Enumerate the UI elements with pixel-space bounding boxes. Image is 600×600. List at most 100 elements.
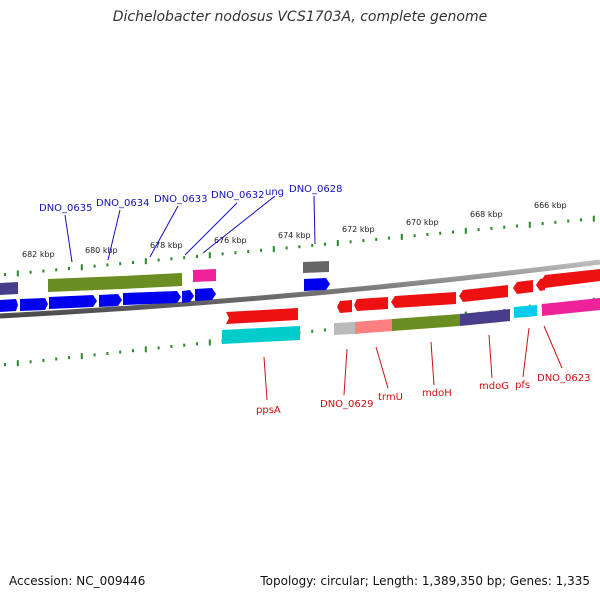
cds-reverse-8 [541, 269, 600, 288]
cds-forward-5 [123, 291, 181, 305]
cds-reverse-5 [459, 285, 508, 302]
outer-tick [452, 230, 454, 234]
connector-pfs [522, 327, 530, 378]
outer-tick [196, 254, 198, 258]
bottom-label-connectors [263, 325, 563, 401]
cds-reverse-2 [337, 300, 352, 313]
scale-label-672: 672 kbp [342, 225, 375, 234]
inner-tick [311, 329, 314, 333]
feature-olive-1 [48, 276, 122, 292]
outer-tick [260, 248, 262, 252]
top-label-connectors [64, 195, 316, 263]
outer-tick [464, 227, 467, 234]
inner-tick [170, 345, 173, 348]
scale-label-674: 674 kbp [278, 231, 311, 240]
genome-backbone [0, 259, 600, 319]
gene-label-trmu: trmU [378, 392, 403, 403]
feature-lightgray-1 [334, 322, 355, 335]
outer-tick [375, 237, 378, 241]
cds-forward-7 [195, 288, 216, 301]
inner-tick [29, 360, 32, 364]
gene-label-dno0629: DNO_0629 [320, 399, 374, 410]
cds-reverse-6 [513, 280, 533, 294]
scale-label-676: 676 kbp [214, 236, 247, 245]
map-title: Dichelobacter nodosus VCS1703A, complete… [112, 9, 488, 25]
outer-tick [4, 273, 6, 277]
inner-tick [16, 360, 19, 367]
connector-mdog [488, 334, 493, 379]
outer-tick [157, 258, 160, 262]
outer-tick [336, 240, 339, 246]
outer-tick [311, 243, 314, 247]
gene-label-mdoh: mdoH [422, 388, 452, 399]
outer-tick [221, 252, 224, 256]
outer-tick-ring [4, 215, 595, 277]
inner-tick [157, 346, 160, 350]
outer-tick [477, 228, 480, 232]
gene-label-pfs: pfs [515, 380, 530, 391]
connector-mdoh [430, 341, 435, 386]
cds-forward-2 [20, 298, 48, 311]
outer-tick [183, 256, 186, 260]
outer-tick [285, 246, 288, 250]
outer-tick [42, 269, 45, 273]
outer-tick [413, 234, 416, 238]
outer-tick [528, 221, 531, 228]
outer-tick [80, 264, 83, 271]
cds-forward-8 [304, 278, 330, 291]
bottom-gene-labels: ppsA DNO_0629 trmU mdoH mdoG pfs DNO_062… [256, 373, 591, 416]
feature-gray-1 [303, 261, 329, 273]
cds-reverse-4 [391, 292, 456, 308]
feature-pink-1 [193, 269, 216, 282]
gene-label-dno0635: DNO_0635 [39, 203, 93, 214]
feature-slate-left [0, 282, 18, 295]
connector-ppsa [263, 356, 268, 401]
inner-tick [42, 358, 45, 362]
connector-dno0628 [313, 195, 316, 245]
outer-tick [55, 268, 58, 272]
outer-tick [68, 267, 70, 270]
gene-label-ppsa: ppsA [256, 405, 281, 416]
inner-tick [208, 339, 211, 346]
connector-dno0634 [107, 209, 121, 261]
connector-dno0623 [543, 325, 563, 369]
feature-olive-3 [392, 314, 460, 331]
scale-label-666: 666 kbp [534, 201, 567, 210]
topology-text: Topology: circular; Length: 1,389,350 bp… [260, 574, 590, 588]
connector-ung [202, 195, 276, 254]
inner-tick [132, 349, 134, 353]
reverse-strand-features [222, 269, 600, 344]
gene-label-dno0633: DNO_0633 [154, 194, 208, 205]
feature-pink-2 [542, 298, 600, 316]
forward-strand-features [0, 261, 330, 312]
gene-label-dno0628: DNO_0628 [289, 184, 343, 195]
connector-dno0635 [64, 214, 73, 263]
outer-tick [490, 226, 493, 230]
inner-tick [183, 343, 186, 347]
scale-label-678: 678 kbp [150, 241, 183, 250]
inner-tick [119, 350, 122, 354]
connector-dno0629 [343, 348, 348, 396]
accession-text: Accession: NC_009446 [9, 574, 146, 588]
feature-olive-2 [122, 273, 182, 289]
outer-tick [580, 218, 582, 222]
outer-tick [272, 246, 275, 253]
scale-label-682: 682 kbp [22, 250, 55, 259]
outer-tick [298, 245, 301, 249]
inner-tick [196, 342, 198, 346]
inner-tick [93, 353, 96, 357]
inner-tick [106, 352, 109, 355]
feature-cyan-1 [222, 326, 300, 344]
feature-salmon-1 [355, 319, 392, 334]
cds-forward-4 [99, 294, 122, 307]
outer-tick [554, 220, 557, 224]
cds-forward-1 [0, 299, 18, 312]
outer-tick [234, 251, 237, 255]
outer-tick [567, 219, 570, 223]
outer-tick [208, 252, 211, 259]
cds-forward-3 [49, 295, 97, 309]
outer-scale-labels: 682 kbp 680 kbp 678 kbp 676 kbp 674 kbp … [22, 201, 567, 259]
gene-label-ung: ung [265, 187, 284, 198]
outer-tick [362, 239, 365, 243]
outer-tick [592, 215, 595, 222]
